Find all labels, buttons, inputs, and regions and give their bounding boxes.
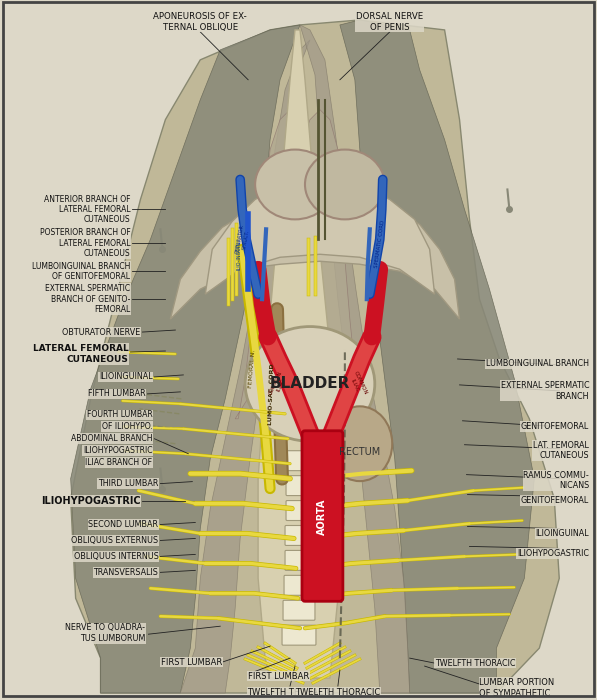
Text: ILIOINGUINAL: ILIOINGUINAL	[536, 529, 589, 538]
FancyBboxPatch shape	[282, 625, 316, 645]
Ellipse shape	[255, 150, 335, 219]
Text: COMMON
ILIAC: COMMON ILIAC	[347, 370, 368, 398]
Text: ANTERIOR BRANCH OF
LATERAL FEMORAL
CUTANEOUS: ANTERIOR BRANCH OF LATERAL FEMORAL CUTAN…	[44, 195, 131, 224]
Text: OBLIQUUS INTERNUS: OBLIQUUS INTERNUS	[73, 552, 158, 561]
FancyBboxPatch shape	[285, 526, 313, 545]
FancyBboxPatch shape	[285, 550, 314, 570]
Polygon shape	[295, 110, 362, 419]
Ellipse shape	[327, 406, 392, 481]
Ellipse shape	[245, 327, 375, 441]
Text: NERVE TO QUADRA-
TUS LUMBORUM: NERVE TO QUADRA- TUS LUMBORUM	[66, 624, 146, 643]
Text: ILIO-INGUIN.: ILIO-INGUIN.	[236, 239, 242, 270]
Text: FOURTH LUMBAR: FOURTH LUMBAR	[87, 410, 152, 419]
Polygon shape	[205, 181, 435, 294]
Text: TWELFTH THORACIC: TWELFTH THORACIC	[296, 687, 380, 696]
Text: EXTERNAL SPERMATIC
BRANCH OF GENITO-
FEMORAL: EXTERNAL SPERMATIC BRANCH OF GENITO- FEM…	[45, 284, 131, 314]
FancyBboxPatch shape	[283, 601, 315, 620]
Polygon shape	[235, 110, 315, 419]
Text: POSTERIOR BRANCH OF
LATERAL FEMORAL
CUTANEOUS: POSTERIOR BRANCH OF LATERAL FEMORAL CUTA…	[40, 228, 131, 258]
FancyBboxPatch shape	[284, 575, 314, 595]
Polygon shape	[340, 20, 534, 693]
Text: TWELFTH THORACIC: TWELFTH THORACIC	[435, 659, 515, 668]
Polygon shape	[180, 40, 310, 693]
Text: BLADDER: BLADDER	[270, 377, 350, 391]
Text: ILIOHYPOGASTRIC: ILIOHYPOGASTRIC	[41, 496, 140, 505]
Text: OBLIQUUS EXTERNUS: OBLIQUUS EXTERNUS	[71, 536, 158, 545]
FancyBboxPatch shape	[286, 475, 312, 496]
Text: ILIOHYPOGASTRIC: ILIOHYPOGASTRIC	[83, 446, 152, 455]
Polygon shape	[258, 30, 340, 678]
Text: ILIOINGUINAL: ILIOINGUINAL	[99, 372, 152, 382]
Text: TRANSVERSALIS: TRANSVERSALIS	[94, 568, 158, 577]
Polygon shape	[300, 25, 410, 693]
Text: LAT. FEMORAL
CUTANEOUS: LAT. FEMORAL CUTANEOUS	[533, 441, 589, 461]
FancyBboxPatch shape	[287, 451, 312, 470]
Text: OF ILIOHYPO.: OF ILIOHYPO.	[101, 422, 152, 431]
Text: OBTURATOR NERVE: OBTURATOR NERVE	[62, 328, 140, 337]
Text: COMMON
ILIAC: COMMON ILIAC	[267, 370, 288, 398]
Text: APONEUROSIS OF EX-
TERNAL OBLIQUE: APONEUROSIS OF EX- TERNAL OBLIQUE	[153, 12, 247, 32]
Text: LUMBOINGUINAL BRANCH: LUMBOINGUINAL BRANCH	[486, 360, 589, 368]
FancyBboxPatch shape	[286, 500, 313, 521]
Text: ILIAC BRANCH OF: ILIAC BRANCH OF	[85, 458, 152, 467]
Text: RAMUS COMMU-
NICANS: RAMUS COMMU- NICANS	[524, 471, 589, 490]
Text: LATERAL FEMORAL
CUTANEOUS: LATERAL FEMORAL CUTANEOUS	[33, 344, 128, 364]
Text: AORTA: AORTA	[317, 498, 327, 535]
Text: GENITOFEMORAL: GENITOFEMORAL	[521, 496, 589, 505]
Text: ABDOMINAL BRANCH: ABDOMINAL BRANCH	[71, 434, 152, 443]
Polygon shape	[70, 25, 300, 693]
Text: LUMO-SAC. CORD: LUMO-SAC. CORD	[269, 363, 276, 425]
Text: SPERMATIC CORD: SPERMATIC CORD	[374, 220, 386, 269]
Ellipse shape	[305, 150, 384, 219]
Text: FIRST LUMBAR: FIRST LUMBAR	[161, 657, 222, 666]
FancyBboxPatch shape	[302, 430, 343, 601]
Text: SECOND LUMBAR: SECOND LUMBAR	[88, 520, 158, 529]
Polygon shape	[70, 20, 559, 693]
Text: EXTERNAL SPERMATIC
BRANCH: EXTERNAL SPERMATIC BRANCH	[500, 382, 589, 400]
Text: DORSAL NERVE
OF PENIS: DORSAL NERVE OF PENIS	[356, 12, 423, 32]
Text: GENITOFEMORAL: GENITOFEMORAL	[521, 422, 589, 431]
Text: THIRD LUMBAR: THIRD LUMBAR	[98, 479, 158, 488]
Text: LUMBAR PORTION
OF SYMPATHETIC: LUMBAR PORTION OF SYMPATHETIC	[479, 678, 555, 698]
Text: TWELFTH THORACIC: TWELFTH THORACIC	[247, 687, 333, 696]
Text: OBTURATOR
STRUCT.: OBTURATOR STRUCT.	[235, 224, 251, 255]
Text: LUMBOINGUINAL BRANCH
OF GENITOFEMORAL: LUMBOINGUINAL BRANCH OF GENITOFEMORAL	[32, 262, 131, 281]
Text: RECTUM: RECTUM	[339, 447, 380, 456]
Polygon shape	[170, 197, 460, 319]
Text: FIFTH LUMBAR: FIFTH LUMBAR	[88, 389, 146, 398]
Text: ILIOHYPOGASTRIC: ILIOHYPOGASTRIC	[517, 549, 589, 558]
Text: FIRST LUMBAR: FIRST LUMBAR	[248, 671, 309, 680]
Text: FEMORAL N.: FEMORAL N.	[248, 349, 256, 389]
